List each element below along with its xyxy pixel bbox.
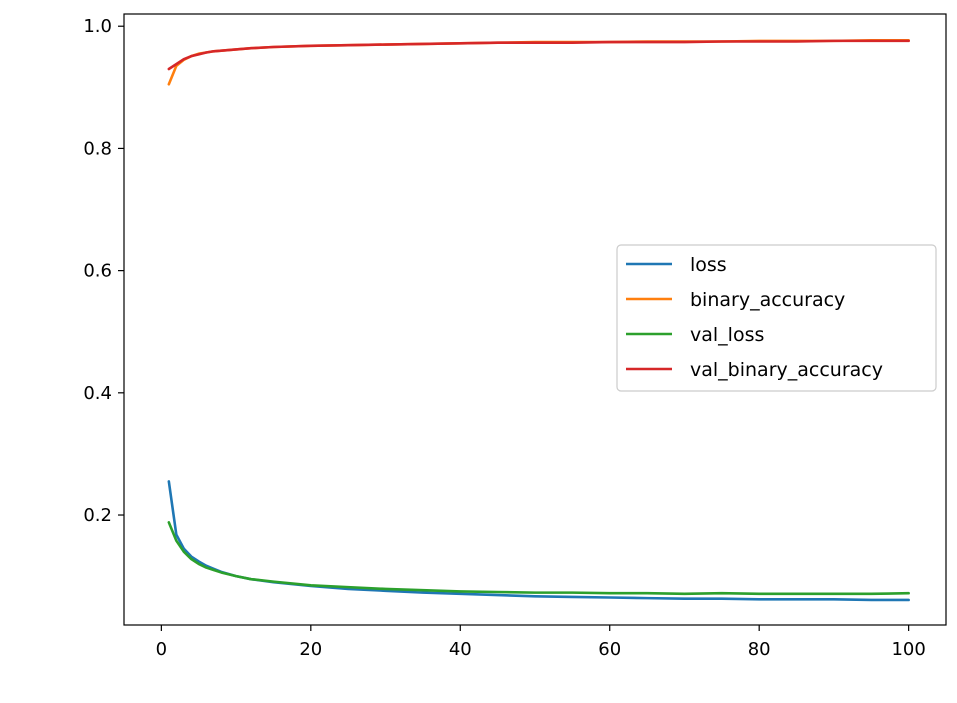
y-tick-label: 1.0	[83, 16, 112, 37]
x-tick-label: 20	[299, 639, 322, 660]
series-line-val-loss	[167, 521, 910, 596]
y-tick-label: 0.6	[83, 261, 112, 282]
legend-label-val-loss: val_loss	[690, 324, 764, 346]
y-tick-label: 0.4	[83, 383, 112, 404]
series-line-val-binary-accuracy	[167, 39, 910, 71]
legend-box	[616, 244, 937, 392]
series-line-loss	[167, 480, 910, 602]
x-tick-label: 40	[449, 639, 472, 660]
legend-label-loss: loss	[690, 254, 727, 276]
legend-entries: loss binary_accuracy val_loss val_binary_ac…	[626, 254, 883, 381]
legend-label-val-binary-accuracy: val_binary_accuracy	[690, 359, 883, 381]
y-tick-label: 0.8	[83, 138, 112, 159]
x-tick-label: 80	[748, 639, 771, 660]
axis-layer: 0 20 40 60 80 100 0.2 0.4 0.6 0.8 1.0	[83, 16, 925, 660]
series-layer	[167, 38, 910, 602]
plot-frame	[123, 13, 947, 626]
legend-label-binary-accuracy: binary_accuracy	[690, 289, 845, 311]
x-tick-label: 0	[156, 639, 167, 660]
legend: loss binary_accuracy val_loss val_binary_ac…	[616, 244, 937, 392]
x-tick-label: 100	[891, 639, 925, 660]
y-tick-label: 0.2	[83, 505, 112, 526]
x-tick-label: 60	[598, 639, 621, 660]
